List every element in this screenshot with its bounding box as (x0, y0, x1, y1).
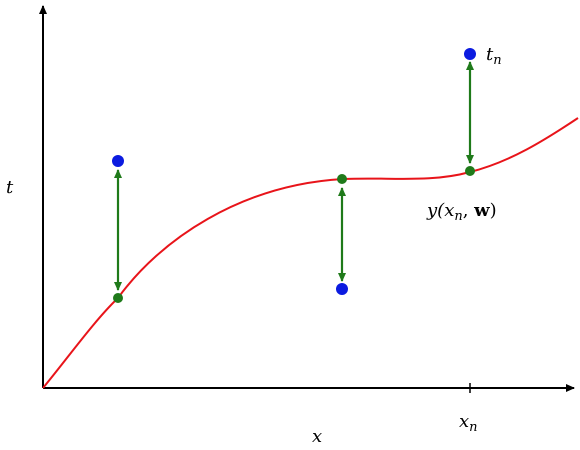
t-axis-label: t (6, 177, 14, 198)
fitted-curve (42, 117, 579, 389)
model-prediction-point (337, 174, 347, 184)
model-prediction-point (465, 166, 475, 176)
x-axis-label: x (312, 426, 322, 447)
model-label: y(xn, w) (426, 200, 497, 224)
target-label: tn (486, 44, 502, 68)
model-prediction-point (113, 293, 123, 303)
x-tick-label: xn (459, 411, 478, 435)
target-data-point (464, 48, 476, 60)
target-data-point (112, 155, 124, 167)
target-data-point (336, 283, 348, 295)
